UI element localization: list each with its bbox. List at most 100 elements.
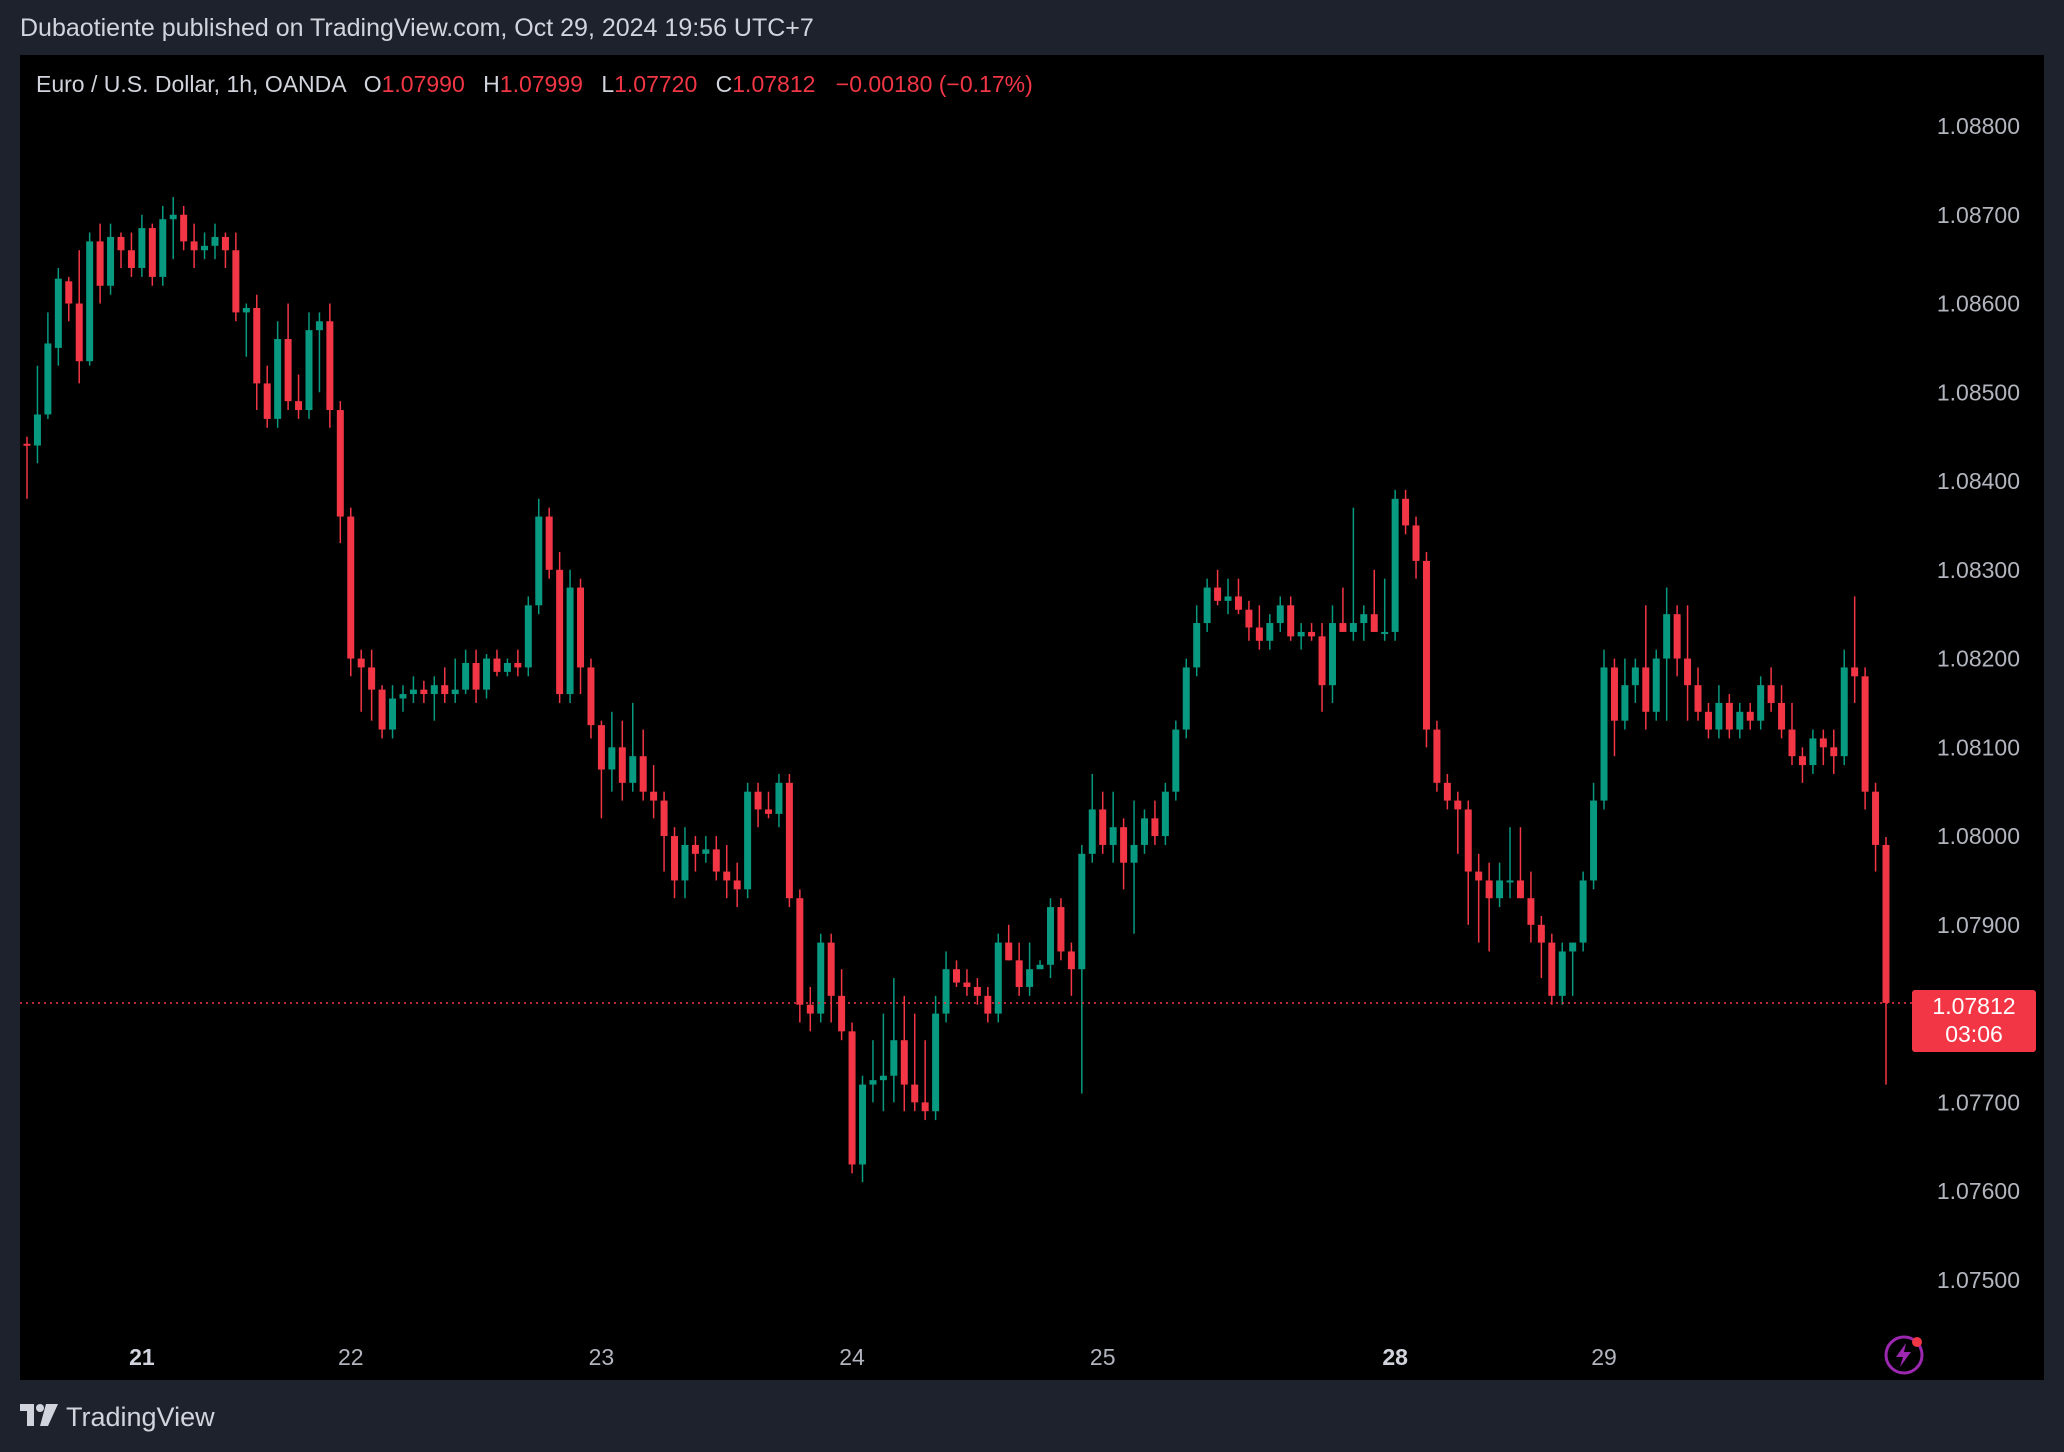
- candle-body: [1422, 560, 1430, 730]
- candle-body: [148, 228, 156, 277]
- candle-body: [1318, 636, 1326, 686]
- candle-body: [733, 880, 741, 890]
- candle-body: [1370, 614, 1378, 632]
- candle-body: [848, 1031, 856, 1165]
- candle-body: [1015, 960, 1023, 987]
- close-label: C: [715, 71, 733, 97]
- candle-body: [1057, 907, 1065, 952]
- candle-body: [1381, 631, 1389, 634]
- candle-body: [1360, 614, 1368, 624]
- candle-body: [1433, 729, 1441, 783]
- candle-body: [1715, 702, 1723, 730]
- candle-body: [1339, 623, 1347, 632]
- x-axis-tick-label: 25: [1090, 1344, 1116, 1370]
- candle-body: [524, 605, 532, 668]
- candle-body: [159, 219, 167, 277]
- candle-body: [556, 569, 564, 695]
- candle-body: [65, 281, 73, 304]
- candle-body: [921, 1102, 929, 1112]
- candle-body: [744, 791, 752, 890]
- candle-body: [1809, 738, 1817, 766]
- candle-body: [201, 245, 209, 251]
- candle-body: [127, 250, 135, 269]
- candle-body: [399, 694, 407, 699]
- candle-body: [817, 942, 825, 1014]
- candle-body: [117, 236, 125, 251]
- candle-body: [483, 658, 491, 690]
- candle-body: [1830, 747, 1838, 757]
- candle-body: [1694, 685, 1702, 712]
- candle-body: [1099, 809, 1107, 845]
- y-axis-tick-label: 1.07500: [1937, 1267, 2020, 1293]
- candle-body: [639, 756, 647, 792]
- candle-body: [1120, 827, 1128, 863]
- candle-body: [1736, 711, 1744, 730]
- close-value: 1.07812: [732, 71, 816, 97]
- candle-body: [911, 1084, 919, 1103]
- candle-body: [1610, 667, 1618, 721]
- candle-body: [1746, 711, 1754, 721]
- y-axis-tick-label: 1.08600: [1937, 291, 2020, 317]
- candle-body: [33, 414, 41, 446]
- candle-body: [1475, 871, 1483, 881]
- candle-body: [1757, 685, 1765, 721]
- candle-body: [1788, 729, 1796, 757]
- candle-body: [838, 995, 846, 1032]
- candle-body: [211, 236, 219, 246]
- x-axis-tick-label: 24: [839, 1344, 865, 1370]
- lightning-bolt-icon[interactable]: [1884, 1335, 1924, 1375]
- candle-body: [1109, 827, 1117, 845]
- candle-body: [577, 587, 585, 668]
- candle-body: [1652, 658, 1660, 712]
- candle-body: [660, 800, 668, 837]
- candle-body: [1621, 685, 1629, 721]
- candlestick-chart[interactable]: 1.08800 1.08700 1.08600 1.08500 1.08400 1.083…: [20, 55, 2044, 1380]
- change-value: −0.00180 (−0.17%): [835, 71, 1033, 97]
- candle-body: [180, 214, 188, 242]
- x-axis-tick-label: 29: [1591, 1344, 1617, 1370]
- candle-body: [1600, 667, 1608, 801]
- candle-body: [963, 982, 971, 987]
- candle-body: [953, 969, 960, 983]
- candle-body: [1767, 685, 1775, 703]
- candle-body: [681, 844, 689, 881]
- candle-body: [1704, 711, 1712, 730]
- candle-body: [389, 698, 397, 730]
- tradingview-brand[interactable]: TradingView: [20, 1402, 215, 1433]
- candle-body: [1036, 964, 1044, 970]
- candle-body: [357, 658, 365, 668]
- candle-body: [1798, 756, 1806, 766]
- candle-body: [608, 747, 616, 770]
- candle-body: [702, 849, 710, 854]
- y-axis-tick-label: 1.08800: [1937, 113, 2020, 139]
- candle-body: [1182, 667, 1190, 730]
- candle-body: [1161, 791, 1169, 837]
- candle-body: [942, 969, 950, 1014]
- candle-body: [1631, 667, 1639, 686]
- candle-body: [785, 782, 793, 899]
- candle-body: [54, 278, 62, 348]
- candle-body: [1516, 880, 1524, 899]
- candle-body: [723, 871, 731, 881]
- candle-body: [430, 685, 438, 695]
- candle-body: [1527, 898, 1535, 925]
- candle-body: [932, 1013, 940, 1112]
- candle-body: [597, 725, 605, 770]
- candle-body: [472, 662, 480, 690]
- candle-body: [44, 343, 52, 415]
- low-value: 1.07720: [614, 71, 698, 97]
- x-axis-tick-label: 21: [129, 1344, 155, 1370]
- candle-body: [1725, 702, 1733, 730]
- candle-body: [1579, 880, 1587, 943]
- y-axis-tick-label: 1.08700: [1937, 202, 2020, 228]
- x-axis-tick-label: 23: [589, 1344, 615, 1370]
- candle-body: [295, 401, 303, 411]
- chart-pane[interactable]: 1.08800 1.08700 1.08600 1.08500 1.08400 1.083…: [20, 55, 2044, 1380]
- candle-body: [984, 995, 992, 1014]
- candle-body: [827, 942, 835, 996]
- candle-body: [1214, 587, 1222, 601]
- symbol-label[interactable]: Euro / U.S. Dollar, 1h, OANDA: [36, 71, 346, 97]
- candle-body: [1872, 791, 1880, 845]
- candle-body: [712, 849, 720, 872]
- candle-body: [75, 303, 83, 362]
